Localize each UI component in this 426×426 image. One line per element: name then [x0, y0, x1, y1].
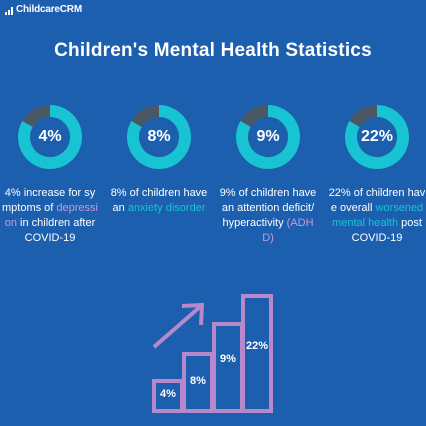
- stat-value: 9%: [256, 128, 280, 145]
- donut-fill: [18, 105, 83, 169]
- page-title: Children's Mental Health Statistics: [54, 40, 372, 61]
- bar-4: [241, 294, 273, 413]
- stat-description-2: 8% of children have an anxiety disorder: [110, 186, 208, 216]
- donut-fill: [236, 105, 301, 169]
- highlight-text: depression: [4, 202, 98, 229]
- stat-donut-2: 8%: [126, 104, 192, 170]
- brand-name: ChildcareCRM: [16, 4, 82, 15]
- arrowhead-icon: [181, 302, 205, 326]
- stat-donut-3: 9%: [235, 104, 301, 170]
- bar-label-3: 9%: [220, 353, 236, 365]
- description-text: 22% of children have overall: [328, 187, 426, 214]
- description-text: in children after COVID-19: [16, 217, 96, 244]
- highlight-text: worsened mental health: [332, 202, 424, 229]
- stat-donut-4: 22%: [344, 104, 410, 170]
- description-text: 9% of children have an attention deficit…: [219, 187, 317, 229]
- stat-description-3: 9% of children have an attention deficit…: [219, 186, 317, 246]
- highlight-text: anxiety disorder: [127, 202, 206, 214]
- highlight-text: (ADHD): [262, 217, 314, 244]
- stat-value: 8%: [147, 128, 171, 145]
- stat-value: 22%: [360, 128, 394, 145]
- description-text: 8% of children have an: [110, 187, 208, 214]
- stat-description-1: 4% increase for symptoms of depression i…: [1, 186, 99, 246]
- bar-label-1: 4%: [160, 388, 176, 400]
- donut-fill: [127, 105, 192, 169]
- bar-label-4: 22%: [245, 340, 269, 352]
- stat-donut-1: 4%: [17, 104, 83, 170]
- stat-description-4: 22% of children have overall worsened me…: [328, 186, 426, 246]
- description-text: post COVID-19: [351, 217, 422, 244]
- bar-chart-icon: [5, 7, 13, 15]
- arrow-icon: [152, 304, 203, 349]
- donut-fill: [345, 105, 410, 169]
- bar-label-2: 8%: [190, 375, 206, 387]
- bar-3: [212, 322, 244, 413]
- description-text: 4% increase for symptoms of: [2, 187, 96, 214]
- stat-value: 4%: [38, 128, 62, 145]
- brand-logo: ChildcareCRM: [5, 4, 82, 15]
